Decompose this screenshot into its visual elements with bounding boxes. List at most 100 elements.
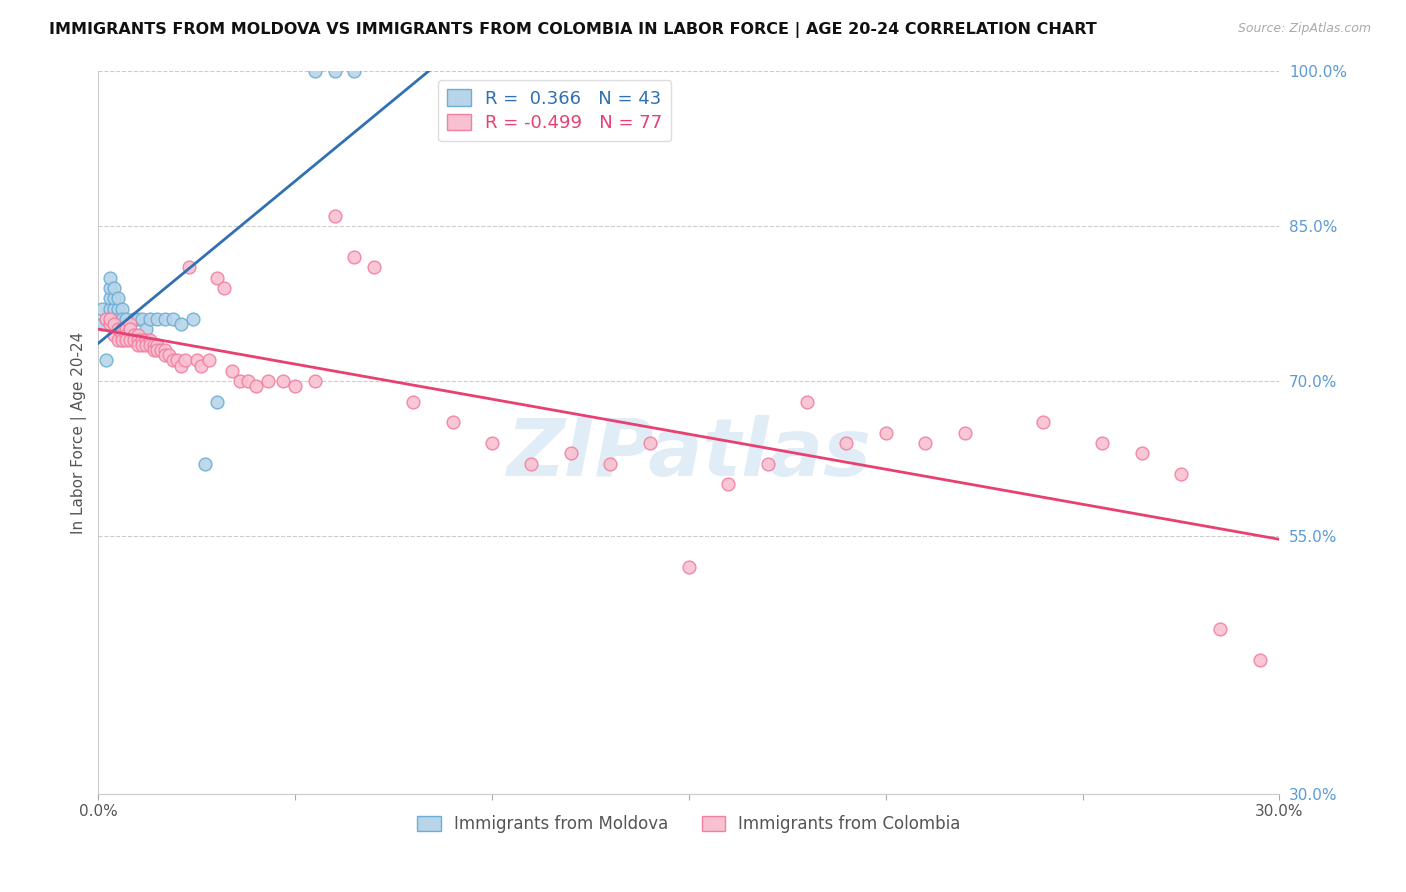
- Point: [221, 364, 243, 378]
- Point: [1091, 436, 1114, 450]
- Point: [107, 312, 129, 326]
- Point: [441, 415, 464, 429]
- Point: [115, 327, 138, 342]
- Text: Source: ZipAtlas.com: Source: ZipAtlas.com: [1237, 22, 1371, 36]
- Point: [402, 394, 425, 409]
- Point: [115, 317, 138, 331]
- Point: [146, 338, 169, 352]
- Point: [103, 301, 125, 316]
- Point: [157, 348, 180, 362]
- Point: [118, 322, 141, 336]
- Point: [155, 348, 177, 362]
- Point: [118, 317, 141, 331]
- Point: [127, 333, 149, 347]
- Point: [197, 353, 219, 368]
- Point: [756, 457, 779, 471]
- Point: [118, 333, 141, 347]
- Point: [343, 250, 366, 264]
- Point: [135, 338, 157, 352]
- Point: [236, 374, 259, 388]
- Point: [103, 317, 125, 331]
- Point: [214, 281, 236, 295]
- Point: [1170, 467, 1192, 481]
- Point: [98, 312, 121, 326]
- Point: [162, 312, 184, 326]
- Point: [142, 338, 165, 352]
- Point: [127, 338, 149, 352]
- Point: [103, 292, 125, 306]
- Point: [131, 312, 153, 326]
- Point: [127, 327, 149, 342]
- Point: [284, 379, 307, 393]
- Point: [174, 353, 197, 368]
- Point: [229, 374, 252, 388]
- Point: [98, 312, 121, 326]
- Point: [103, 312, 125, 326]
- Text: ZIPatlas: ZIPatlas: [506, 416, 872, 493]
- Point: [142, 343, 165, 357]
- Point: [91, 317, 114, 331]
- Point: [96, 312, 118, 326]
- Point: [131, 338, 153, 352]
- Point: [107, 322, 129, 336]
- Point: [181, 312, 204, 326]
- Point: [363, 260, 385, 275]
- Point: [146, 312, 169, 326]
- Point: [138, 312, 160, 326]
- Point: [107, 333, 129, 347]
- Point: [96, 353, 118, 368]
- Point: [170, 359, 193, 373]
- Point: [107, 312, 129, 326]
- Point: [155, 312, 177, 326]
- Point: [481, 436, 503, 450]
- Point: [118, 317, 141, 331]
- Point: [186, 353, 208, 368]
- Point: [138, 333, 160, 347]
- Point: [122, 312, 145, 326]
- Point: [304, 374, 326, 388]
- Point: [98, 312, 121, 326]
- Point: [155, 343, 177, 357]
- Point: [1249, 653, 1271, 667]
- Point: [205, 270, 228, 285]
- Point: [166, 353, 188, 368]
- Point: [122, 333, 145, 347]
- Point: [194, 457, 217, 471]
- Point: [914, 436, 936, 450]
- Point: [103, 327, 125, 342]
- Legend: Immigrants from Moldova, Immigrants from Colombia: Immigrants from Moldova, Immigrants from…: [411, 808, 967, 839]
- Point: [107, 301, 129, 316]
- Point: [111, 312, 134, 326]
- Point: [520, 457, 543, 471]
- Point: [111, 333, 134, 347]
- Point: [177, 260, 200, 275]
- Point: [115, 333, 138, 347]
- Point: [127, 312, 149, 326]
- Point: [599, 457, 621, 471]
- Point: [138, 338, 160, 352]
- Point: [638, 436, 661, 450]
- Point: [162, 353, 184, 368]
- Point: [115, 312, 138, 326]
- Point: [717, 477, 740, 491]
- Point: [98, 301, 121, 316]
- Point: [111, 322, 134, 336]
- Point: [256, 374, 278, 388]
- Point: [111, 301, 134, 316]
- Y-axis label: In Labor Force | Age 20-24: In Labor Force | Age 20-24: [72, 332, 87, 533]
- Point: [98, 292, 121, 306]
- Point: [98, 317, 121, 331]
- Point: [1130, 446, 1153, 460]
- Point: [122, 327, 145, 342]
- Point: [91, 301, 114, 316]
- Point: [111, 327, 134, 342]
- Point: [323, 209, 346, 223]
- Point: [98, 270, 121, 285]
- Point: [131, 333, 153, 347]
- Point: [107, 322, 129, 336]
- Point: [1032, 415, 1054, 429]
- Point: [323, 64, 346, 78]
- Point: [875, 425, 897, 440]
- Point: [111, 333, 134, 347]
- Point: [796, 394, 818, 409]
